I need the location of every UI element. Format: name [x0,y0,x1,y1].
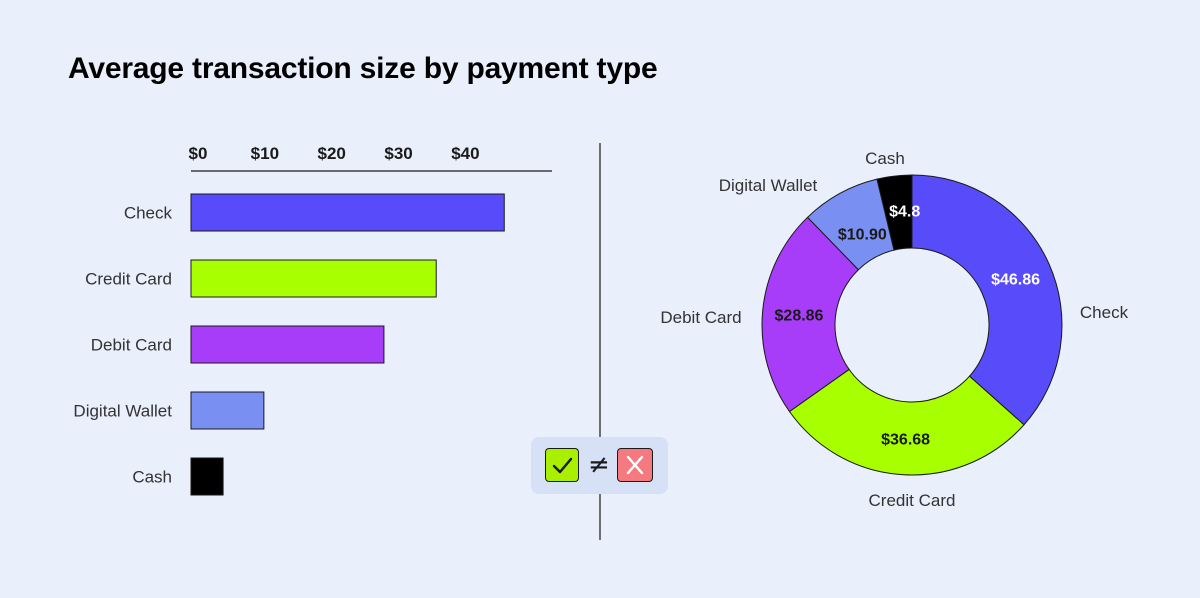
x-tick-label: $40 [451,144,479,163]
bar-credit-card [190,259,437,298]
slice-check [911,174,1063,426]
slice-value-label: $10.90 [838,227,887,244]
bar-debit-card [190,325,385,364]
check-icon [545,448,579,482]
slice-category-label: Credit Card [869,491,956,510]
donut-chart: $46.86 Check $36.68 Credit Card $28.86 Debit … [660,149,1128,510]
slice-category-label: Digital Wallet [719,176,818,195]
slice-credit-card [788,368,1025,476]
slice-value-label: $28.86 [775,307,824,324]
bar-category-label: Check [124,204,173,223]
slice-category-label: Check [1080,303,1129,322]
slice-category-label: Cash [865,149,905,168]
x-tick-label: $10 [251,144,279,163]
slice-value-label: $46.86 [991,272,1040,289]
x-icon [617,448,653,482]
chart-title: Average transaction size by payment type [68,52,658,85]
bar-category-label: Debit Card [91,336,172,355]
slice-cash [876,174,913,251]
bar-category-label: Cash [132,468,172,487]
x-tick-label: $0 [189,144,208,163]
x-tick-label: $20 [318,144,346,163]
slice-value-label: $4.8 [889,203,920,220]
not-equal-badge: ≠ [531,437,668,494]
bar-category-label: Credit Card [85,270,172,289]
slice-debit-card [761,216,860,413]
bar-chart: $0 $10 $20 $30 $40 Check Credit Card Debit Card… [73,144,552,496]
slice-category-label: Debit Card [660,308,741,327]
slice-value-label: $36.68 [881,431,930,448]
not-equal-symbol: ≠ [588,450,610,480]
x-tick-label: $30 [384,144,412,163]
bar-cash [190,457,224,496]
bar-digital-wallet [190,391,265,430]
bar-check [190,193,505,232]
bar-category-label: Digital Wallet [73,402,172,421]
